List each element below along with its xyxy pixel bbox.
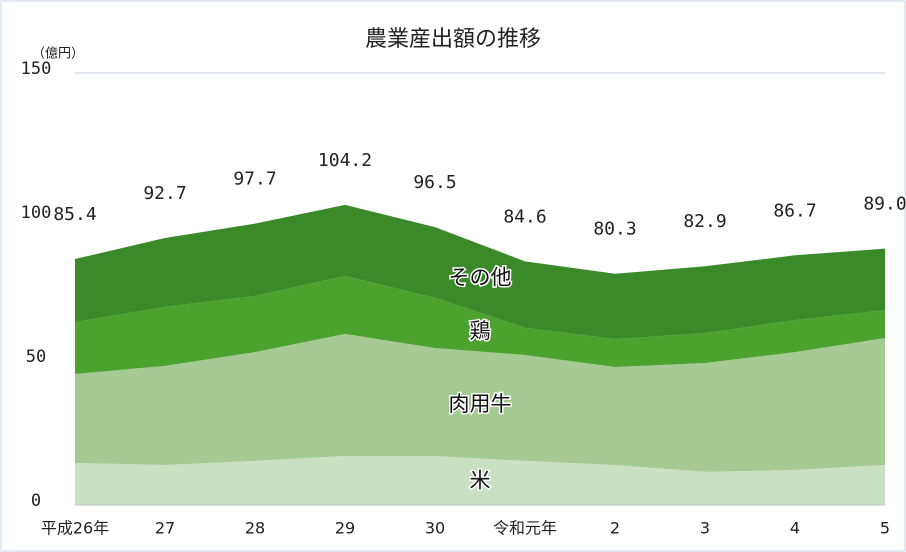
x-tick-label: 29: [335, 519, 355, 538]
chart-title: 農業産出額の推移: [365, 27, 541, 52]
x-tick-label: 27: [155, 519, 175, 538]
y-tick-label: 50: [26, 347, 46, 367]
total-label: 89.0: [863, 194, 906, 215]
series-label: 米: [470, 469, 491, 493]
y-tick-label: 150: [21, 59, 52, 79]
x-tick-label: 令和元年: [493, 519, 557, 538]
total-label: 97.7: [233, 169, 276, 190]
total-label: 85.4: [53, 204, 96, 225]
area: [75, 333, 885, 472]
total-label: 80.3: [593, 219, 636, 240]
total-label: 96.5: [413, 172, 456, 193]
area: [75, 276, 885, 374]
x-tick-label: 3: [700, 519, 710, 538]
area: [75, 456, 885, 505]
total-label: 84.6: [503, 206, 546, 227]
total-label: 86.7: [773, 200, 816, 221]
y-tick-label: 0: [31, 491, 41, 511]
x-tick-label: 30: [425, 519, 445, 538]
x-tick-label: 28: [245, 519, 265, 538]
area: [75, 204, 885, 340]
total-label: 92.7: [143, 183, 186, 204]
series-label: その他: [449, 266, 512, 290]
total-label: 104.2: [318, 150, 372, 171]
x-tick-label: 5: [880, 519, 890, 538]
x-tick-label: 平成26年: [41, 519, 109, 538]
x-tick-label: 2: [610, 519, 620, 538]
series-label: 鶏: [470, 319, 491, 343]
y-tick-label: 100: [21, 203, 52, 223]
series-label: 肉用牛: [449, 392, 512, 416]
x-tick-label: 4: [790, 519, 800, 538]
total-label: 82.9: [683, 211, 726, 232]
y-unit-label: （億円）: [32, 46, 84, 62]
